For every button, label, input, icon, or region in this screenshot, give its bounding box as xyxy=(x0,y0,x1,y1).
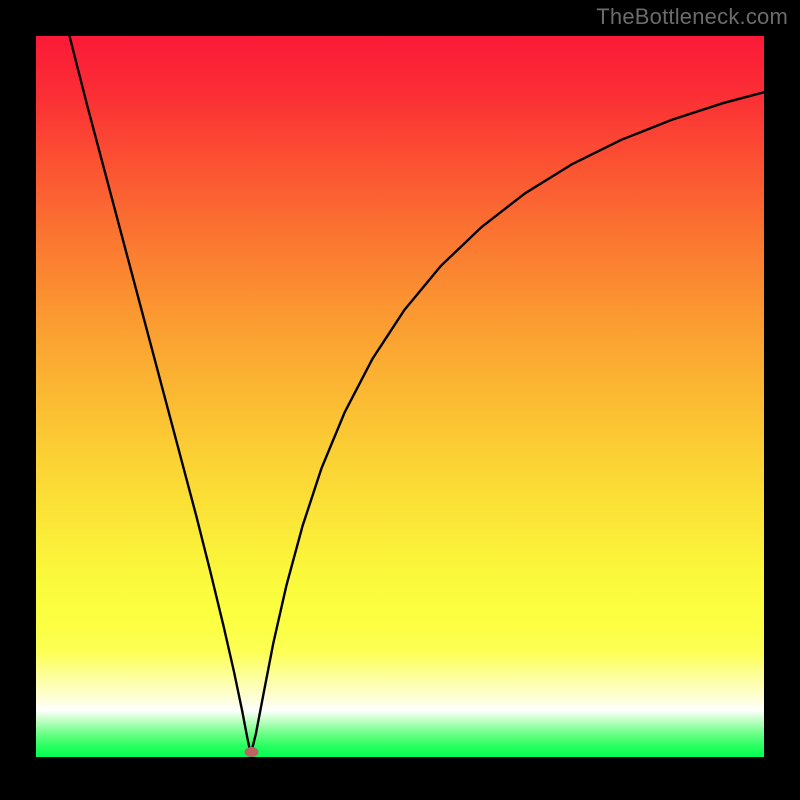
gradient-background xyxy=(36,36,764,757)
plot-area xyxy=(36,36,764,757)
minimum-marker xyxy=(244,747,258,757)
watermark-label: TheBottleneck.com xyxy=(596,4,788,30)
chart-frame: TheBottleneck.com xyxy=(0,0,800,800)
plot-svg xyxy=(36,36,764,757)
